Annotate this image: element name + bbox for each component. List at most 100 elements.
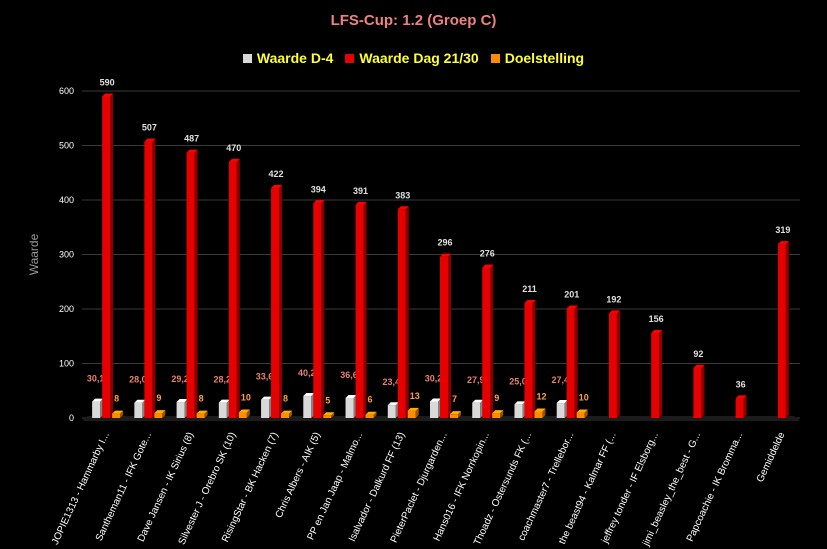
bar-0-7: [387, 405, 396, 418]
bar-2-4: [281, 413, 290, 418]
data-label-2-3: 10: [241, 393, 251, 403]
bar-side-2-10: [542, 408, 546, 418]
bar-top-1-15: [735, 395, 747, 399]
legend-item-waarde-dag[interactable]: Waarde Dag 21/30: [345, 50, 479, 66]
data-label-1-8: 296: [437, 238, 452, 248]
bar-1-8: [440, 256, 448, 418]
data-label-1-14: 92: [693, 349, 703, 359]
bar-side-2-2: [204, 410, 208, 418]
bar-side-2-8: [458, 411, 461, 418]
bar-top-0-4: [261, 396, 273, 400]
bar-side-2-7: [415, 407, 419, 418]
data-label-0-2: 29,29: [171, 374, 194, 384]
data-label-2-1: 9: [156, 393, 161, 403]
bar-1-15: [735, 398, 744, 418]
bar-side-2-9: [500, 410, 504, 418]
bar-top-2-8: [450, 411, 461, 415]
bar-0-1: [134, 402, 143, 418]
bar-top-0-10: [514, 401, 526, 405]
bar-1-3: [228, 161, 237, 418]
data-label-1-2: 487: [184, 134, 199, 144]
y-tick-label: 600: [59, 86, 74, 96]
bar-1-7: [397, 209, 406, 418]
bar-1-12: [608, 313, 617, 418]
data-label-0-6: 36,66: [340, 370, 363, 380]
bar-top-0-9: [472, 399, 484, 403]
bar-0-10: [514, 404, 523, 418]
legend-swatch-waarde-d4: [242, 53, 252, 63]
data-label-1-9: 276: [480, 249, 495, 259]
y-tick-label: 100: [59, 359, 74, 369]
bar-0-8: [430, 401, 438, 418]
bar-top-2-7: [407, 407, 419, 411]
bar-top-2-4: [281, 410, 293, 414]
bar-top-0-7: [387, 402, 399, 406]
data-label-0-1: 28,04: [129, 375, 152, 385]
bar-top-2-0: [112, 410, 124, 414]
bar-side-2-6: [373, 411, 377, 418]
data-label-2-7: 13: [410, 391, 420, 401]
chart-legend: Waarde D-4 Waarde Dag 21/30 Doelstelling: [0, 50, 827, 66]
bar-1-0: [102, 96, 111, 418]
bar-top-0-11: [556, 400, 568, 404]
data-label-1-16: 319: [775, 225, 790, 235]
bar-side-1-5: [321, 200, 325, 418]
data-label-1-6: 391: [353, 186, 368, 196]
data-label-1-7: 383: [395, 190, 410, 200]
bar-top-1-9: [482, 264, 494, 268]
bar-top-0-8: [430, 398, 441, 402]
bar-side-1-10: [532, 300, 536, 418]
bar-side-1-13: [659, 329, 663, 418]
bar-top-0-0: [92, 398, 104, 402]
bar-top-1-5: [313, 200, 325, 204]
bar-side-1-9: [490, 264, 494, 418]
data-label-0-3: 28,24: [214, 375, 237, 385]
bar-side-2-11: [584, 409, 588, 418]
bar-top-2-9: [492, 410, 504, 414]
x-tick-label: Gemiddelde: [755, 430, 788, 484]
bar-top-1-7: [397, 206, 409, 210]
bar-0-9: [472, 402, 481, 418]
bar-top-1-16: [777, 241, 789, 245]
bar-1-16: [777, 244, 786, 418]
bar-side-1-3: [236, 158, 240, 418]
bar-top-1-10: [524, 300, 536, 304]
bar-0-2: [176, 402, 185, 418]
data-label-1-11: 201: [564, 289, 579, 299]
bar-2-7: [407, 410, 416, 418]
data-label-2-5: 5: [325, 395, 330, 405]
y-tick-label: 500: [59, 141, 74, 151]
bar-2-2: [196, 413, 205, 418]
bar-side-1-11: [574, 305, 578, 418]
bar-top-0-2: [176, 399, 188, 403]
bar-side-1-15: [743, 395, 747, 418]
data-label-0-5: 40,27: [298, 368, 321, 378]
legend-item-doelstelling[interactable]: Doelstelling: [490, 50, 585, 66]
bar-side-2-1: [162, 410, 166, 418]
data-label-1-10: 211: [522, 284, 537, 294]
y-tick-label: 400: [59, 195, 74, 205]
bar-2-0: [112, 413, 121, 418]
bar-side-1-14: [701, 364, 705, 418]
y-axis-title: Waarde: [27, 233, 41, 275]
data-label-1-12: 192: [606, 294, 621, 304]
data-label-2-10: 12: [536, 391, 546, 401]
bar-0-4: [261, 399, 270, 418]
legend-label-waarde-dag: Waarde Dag 21/30: [359, 50, 479, 66]
bar-2-11: [576, 412, 585, 418]
data-label-0-10: 25,04: [509, 376, 532, 386]
bar-top-2-10: [534, 408, 546, 412]
bar-top-0-3: [218, 399, 230, 403]
bar-1-10: [524, 303, 533, 418]
data-label-2-9: 9: [494, 393, 499, 403]
data-label-2-8: 7: [452, 394, 457, 404]
bar-top-2-6: [365, 411, 377, 415]
bar-top-1-11: [566, 305, 578, 309]
legend-label-doelstelling: Doelstelling: [504, 50, 585, 66]
legend-item-waarde-d4[interactable]: Waarde D-4: [242, 50, 333, 66]
data-label-1-13: 156: [649, 314, 664, 324]
bar-side-1-6: [363, 201, 367, 418]
bar-side-2-5: [331, 412, 335, 418]
bar-1-9: [482, 267, 491, 418]
